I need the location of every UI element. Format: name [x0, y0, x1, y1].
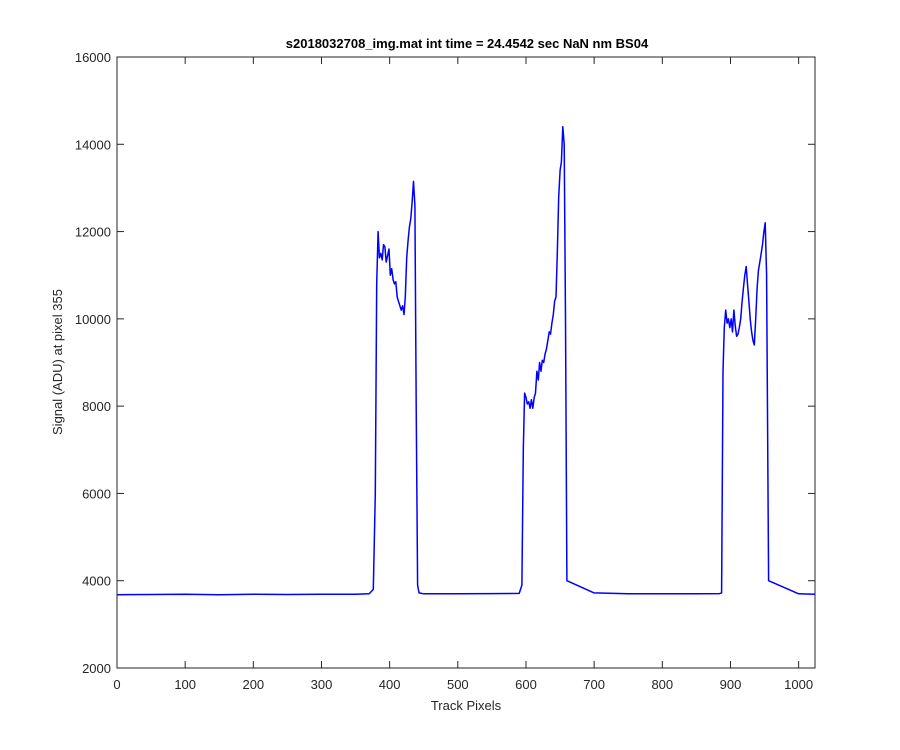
series-line — [116, 126, 816, 596]
x-tick-label: 900 — [720, 677, 742, 692]
chart-title: s2018032708_img.mat int time = 24.4542 s… — [286, 36, 649, 51]
x-tick-label: 600 — [515, 677, 537, 692]
x-tick-label: 500 — [447, 677, 469, 692]
x-tick-label: 400 — [379, 677, 401, 692]
axis-ticks — [116, 56, 815, 669]
y-tick-label: 16000 — [75, 50, 111, 65]
x-tick-label: 300 — [311, 677, 333, 692]
y-tick-label: 2000 — [82, 661, 111, 676]
y-tick-label: 6000 — [82, 486, 111, 501]
x-tick-label: 0 — [113, 677, 120, 692]
y-tick-label: 10000 — [75, 312, 111, 327]
x-tick-label: 100 — [174, 677, 196, 692]
y-tick-label: 14000 — [75, 137, 111, 152]
y-axis-label: Signal (ADU) at pixel 355 — [50, 289, 65, 435]
y-tick-label: 8000 — [82, 399, 111, 414]
plot-area — [116, 56, 816, 669]
x-tick-label: 1000 — [784, 677, 813, 692]
x-tick-label: 800 — [651, 677, 673, 692]
y-tick-label: 4000 — [82, 574, 111, 589]
x-tick-label: 200 — [242, 677, 264, 692]
tick-labels: 0 100 200 300 400 500 600 700 800 900 1000 2000 4000… — [75, 50, 813, 692]
x-tick-label: 700 — [583, 677, 605, 692]
y-tick-label: 12000 — [75, 225, 111, 240]
x-axis-label: Track Pixels — [431, 698, 502, 713]
